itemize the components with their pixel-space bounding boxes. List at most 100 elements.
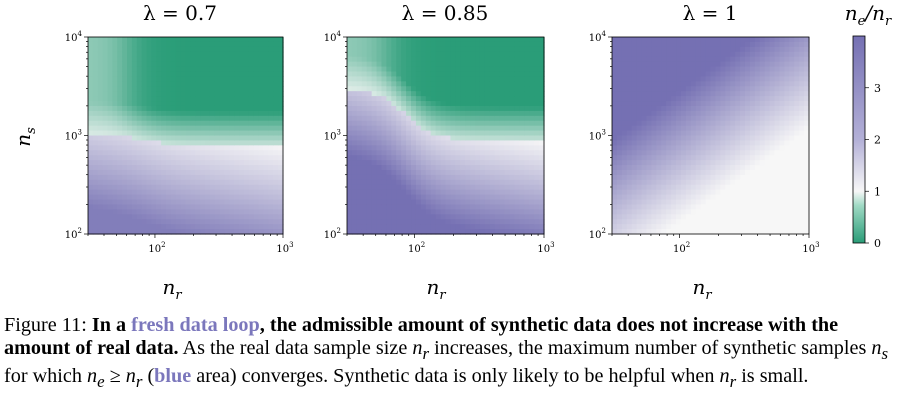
heatmap-cell (799, 81, 805, 87)
heatmap-cell (759, 41, 766, 48)
heatmap-cell (190, 56, 196, 63)
heatmap-cell (92, 66, 99, 73)
heatmap-cell (156, 51, 162, 58)
heatmap-cell (725, 91, 731, 97)
heatmap-cell (209, 81, 216, 87)
heatmap-cell (621, 51, 628, 58)
heatmap-cell (351, 37, 358, 43)
heatmap-cell (715, 135, 721, 142)
heatmap-cell (180, 184, 187, 191)
heatmap-cell (386, 81, 392, 87)
heatmap-cell (685, 46, 692, 53)
heatmap-cell (239, 71, 245, 77)
heatmap-cell (460, 41, 466, 48)
heatmap-cell (229, 81, 235, 87)
heatmap-cell (666, 96, 672, 102)
heatmap-cell (156, 169, 162, 176)
heatmap-cell (381, 86, 387, 92)
heatmap-cell (539, 214, 545, 220)
heatmap-cell (351, 110, 358, 117)
heatmap-cell (735, 135, 741, 142)
heatmap-cell (700, 219, 707, 225)
heatmap-cell (484, 120, 491, 127)
heatmap-cell (425, 41, 432, 48)
heatmap-cell (529, 110, 535, 117)
heatmap-cell (529, 160, 535, 166)
heatmap-cell (799, 120, 805, 127)
heatmap-cell (351, 101, 358, 107)
heatmap-cell (710, 66, 717, 73)
heatmap-cell (646, 41, 652, 48)
heatmap-cell (651, 86, 657, 92)
heatmap-cell (112, 214, 118, 220)
heatmap-cell (749, 189, 756, 196)
heatmap-cell (715, 219, 721, 225)
heatmap-cell (764, 199, 771, 206)
heatmap-cell (616, 184, 623, 191)
heatmap-cell (263, 184, 269, 191)
heatmap-cell (479, 194, 486, 201)
heatmap-cell (779, 76, 785, 82)
heatmap-cell (499, 125, 506, 132)
heatmap-cell (347, 56, 353, 63)
heatmap-cell (97, 199, 104, 206)
heatmap-cell (440, 41, 447, 48)
heatmap-cell (117, 76, 123, 82)
math-n: n (412, 337, 423, 359)
heatmap-cell (161, 155, 167, 161)
heatmap-cell (107, 115, 113, 122)
heatmap-cell (239, 86, 245, 92)
heatmap-cell (97, 56, 104, 63)
heatmap-cell (700, 184, 707, 191)
heatmap-cell (97, 76, 104, 82)
heatmap-cell (170, 219, 177, 225)
heatmap-cell (248, 224, 255, 230)
heatmap-cell (499, 46, 506, 53)
heatmap-cell (705, 37, 712, 43)
heatmap-cell (278, 150, 284, 156)
heatmap-cell (784, 135, 790, 142)
heatmap-cell (122, 86, 128, 92)
heatmap-cell (102, 214, 109, 220)
heatmap-cell (273, 135, 279, 142)
heatmap-cell (789, 81, 795, 87)
heatmap-cell (361, 110, 368, 117)
heatmap-cell (136, 56, 143, 63)
heatmap-cell (411, 56, 417, 63)
heatmap-cell (420, 209, 427, 215)
heatmap-cell (97, 184, 104, 191)
heatmap-cell (730, 145, 736, 151)
heatmap-cell (646, 209, 652, 215)
heatmap-cell (229, 105, 235, 112)
heatmap-cell (651, 204, 657, 210)
heatmap-cell (666, 91, 672, 97)
heatmap-cell (376, 155, 383, 161)
heatmap-cell (651, 96, 657, 102)
heatmap-cell (641, 41, 648, 48)
heatmap-cell (170, 81, 177, 87)
heatmap-cell (97, 155, 104, 161)
heatmap-cell (725, 41, 731, 48)
heatmap-cell (166, 51, 172, 58)
heatmap-cell (504, 135, 511, 142)
heatmap-cell (631, 219, 638, 225)
heatmap-cell (489, 145, 496, 151)
heatmap-cell (425, 174, 432, 181)
heatmap-cell (494, 110, 501, 117)
heatmap-cell (253, 169, 260, 176)
heatmap-cell (804, 120, 810, 127)
heatmap-cell (621, 86, 628, 92)
heatmap-cell (465, 155, 471, 161)
caption-text-4: ( (142, 365, 155, 388)
heatmap-cell (514, 214, 520, 220)
heatmap-cell (499, 174, 506, 181)
heatmap-cell (273, 209, 279, 215)
heatmap-cell (779, 71, 785, 77)
heatmap-cell (455, 135, 461, 142)
heatmap-cell (376, 96, 383, 102)
heatmap-cell (195, 66, 201, 73)
heatmap-cell (146, 209, 152, 215)
heatmap-cell (465, 150, 471, 156)
heatmap-cell (219, 76, 226, 82)
heatmap-cell (740, 145, 746, 151)
